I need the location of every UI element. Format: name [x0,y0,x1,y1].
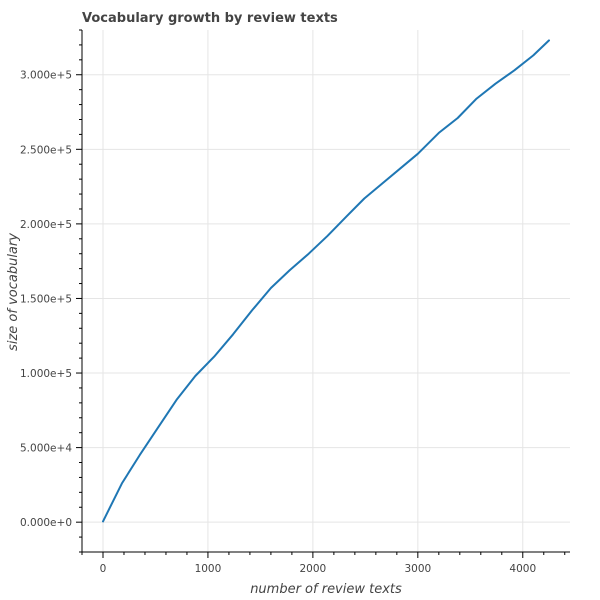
series-layer [103,40,549,521]
y-tick-label: 1.500e+5 [20,293,72,305]
y-tick-label: 5.000e+4 [20,443,72,455]
grid-lines [82,30,570,552]
x-tick-label: 4000 [509,563,536,575]
x-axis-label: number of review texts [250,582,402,597]
chart-title: Vocabulary growth by review texts [82,11,338,26]
x-tick-label: 0 [100,563,107,575]
y-tick-label: 1.000e+5 [20,368,72,380]
y-tick-label: 2.000e+5 [20,219,72,231]
x-tick-label: 3000 [404,563,431,575]
tick-labels: 0 1000 2000 3000 4000 0.000e+0 5.000e+4 1.000e+… [20,70,536,575]
y-axis-label: size of vocabulary [6,233,21,351]
y-tick-label: 0.000e+0 [20,517,72,529]
x-tick-label: 1000 [195,563,222,575]
x-tick-label: 2000 [300,563,327,575]
y-tick-label: 2.500e+5 [20,144,72,156]
vocabulary-growth-line [103,40,549,521]
axes [76,30,570,558]
y-tick-label: 3.000e+5 [20,70,72,82]
